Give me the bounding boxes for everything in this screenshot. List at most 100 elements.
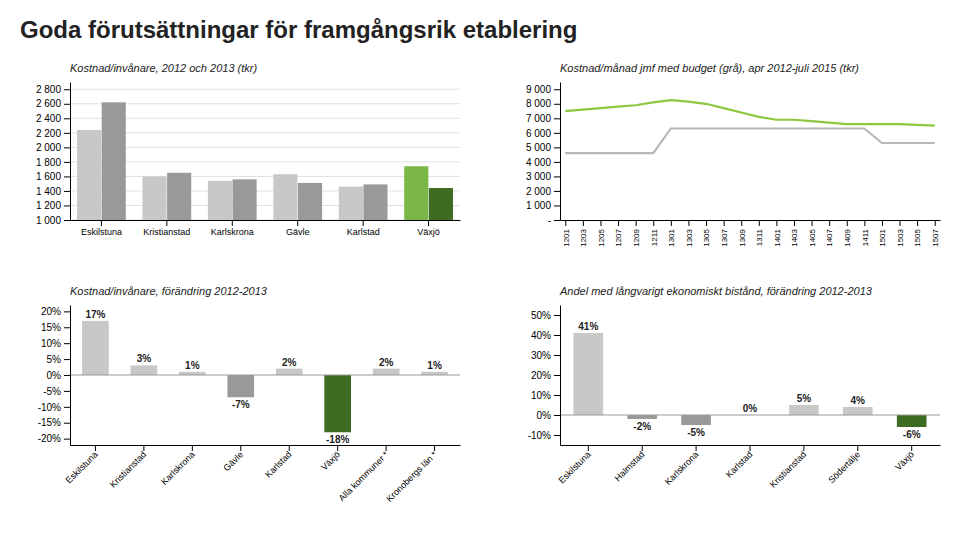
x-tick: Kronobergs län *: [384, 445, 439, 504]
y-tick-label: 0%: [537, 410, 552, 421]
x-tick-mark: [776, 220, 777, 226]
y-tick-label: -10%: [38, 402, 61, 413]
plot-area: [565, 100, 934, 153]
grid-line: [70, 205, 460, 206]
y-tick-mark: [64, 375, 70, 376]
y-tick: -15%: [38, 417, 70, 428]
x-tick-label: Kristianstad: [108, 449, 148, 489]
x-tick: 1407: [825, 220, 834, 247]
bar: [298, 183, 322, 220]
y-axis-line: [70, 83, 71, 221]
x-tick-label: Alla kommuner *: [337, 449, 391, 503]
y-tick: 40%: [531, 330, 560, 341]
y-tick-label: 20%: [531, 370, 551, 381]
x-tick: 1501: [878, 220, 887, 247]
y-tick-mark: [64, 104, 70, 105]
y-tick-label: 1 800: [36, 157, 61, 168]
grid-line: [70, 118, 460, 119]
x-tick-label: Växjö: [417, 227, 440, 237]
y-axis-line: [560, 306, 561, 446]
x-tick: Kristianstad: [108, 445, 148, 490]
grid-line: [70, 190, 460, 191]
x-tick-mark: [688, 220, 689, 226]
y-tick-mark: [554, 118, 560, 119]
y-tick-label: 6 000: [526, 128, 551, 139]
x-tick-mark: [882, 220, 883, 226]
bar: [102, 102, 126, 220]
y-tick-label: -10%: [528, 430, 551, 441]
x-tick-mark: [724, 220, 725, 226]
x-tick-label: Karlskrona: [159, 449, 196, 486]
y-tick-label: 2 600: [36, 98, 61, 109]
x-tick: Växjö: [893, 445, 916, 472]
x-tick: 1401: [773, 220, 782, 247]
x-tick-label: 1311: [755, 228, 764, 246]
x-tick-mark: [565, 220, 566, 226]
x-tick-mark: [671, 220, 672, 226]
x-tick-label: 1307: [720, 228, 729, 246]
data-label: 1%: [185, 360, 200, 371]
y-tick-mark: [554, 89, 560, 90]
data-label: 17%: [85, 309, 105, 320]
x-tick-mark: [812, 220, 813, 226]
x-tick-mark: [192, 445, 193, 451]
grid-line: [70, 176, 460, 177]
x-tick: 1205: [597, 220, 606, 247]
x-tick: Karlstad: [347, 220, 380, 237]
y-tick-mark: [554, 205, 560, 206]
x-tick: Eskilstuna: [64, 445, 100, 485]
grid-line: [70, 132, 460, 133]
y-tick-mark: [554, 104, 560, 105]
x-tick: 1309: [738, 220, 747, 247]
x-tick-label: Gävle: [221, 449, 245, 473]
panel-title: Andel med långvarigt ekonomiskt bistånd,…: [559, 285, 873, 297]
x-tick-mark: [857, 445, 858, 451]
bar: [276, 369, 303, 375]
panel-title: Kostnad/invånare, förändring 2012-2013: [70, 285, 268, 297]
y-tick-label: -: [548, 215, 551, 226]
bar: [142, 176, 166, 220]
y-tick-mark: [554, 315, 560, 316]
y-tick-label: 2 200: [36, 128, 61, 139]
x-axis-line: [71, 445, 461, 446]
x-tick-mark: [900, 220, 901, 226]
x-tick-label: Eskilstuna: [557, 449, 593, 485]
bar: [789, 405, 819, 415]
x-tick-label: 1505: [913, 228, 922, 246]
x-tick-label: Gävle: [286, 227, 310, 237]
y-tick-mark: [554, 355, 560, 356]
x-tick-label: 1203: [579, 228, 588, 246]
x-tick-mark: [864, 220, 865, 226]
x-tick-label: Växjö: [319, 449, 342, 472]
x-tick-mark: [240, 445, 241, 451]
y-tick: 1 400: [36, 186, 70, 197]
y-tick-label: 9 000: [526, 84, 551, 95]
data-label: -2%: [633, 421, 651, 432]
y-tick-mark: [64, 147, 70, 148]
x-tick: 1211: [650, 220, 659, 246]
x-tick-mark: [618, 220, 619, 226]
y-tick-label: 3 000: [526, 171, 551, 182]
y-tick-mark: [64, 439, 70, 440]
x-tick: Gävle: [286, 220, 310, 237]
y-tick: 8 000: [526, 98, 560, 109]
y-tick-label: 0%: [47, 370, 62, 381]
y-tick-mark: [64, 162, 70, 163]
plot-area: [77, 102, 453, 220]
x-tick-mark: [143, 445, 144, 451]
x-tick-label: Karlskrona: [663, 449, 700, 486]
main-title: Goda förutsättningar för framgångsrik et…: [20, 16, 577, 43]
y-tick-label: 20%: [41, 306, 61, 317]
y-tick: 2 000: [526, 186, 560, 197]
y-tick-label: 4 000: [526, 157, 551, 168]
y-tick-label: 15%: [41, 322, 61, 333]
x-tick-mark: [917, 220, 918, 226]
x-tick-label: 1501: [878, 228, 887, 246]
x-tick-mark: [911, 445, 912, 451]
y-tick-mark: [64, 311, 70, 312]
plot-area: [573, 333, 926, 427]
y-tick-label: 50%: [531, 310, 551, 321]
x-tick-label: Kristianstad: [768, 449, 808, 489]
x-tick-mark: [600, 220, 601, 226]
grid-line: [70, 103, 460, 104]
